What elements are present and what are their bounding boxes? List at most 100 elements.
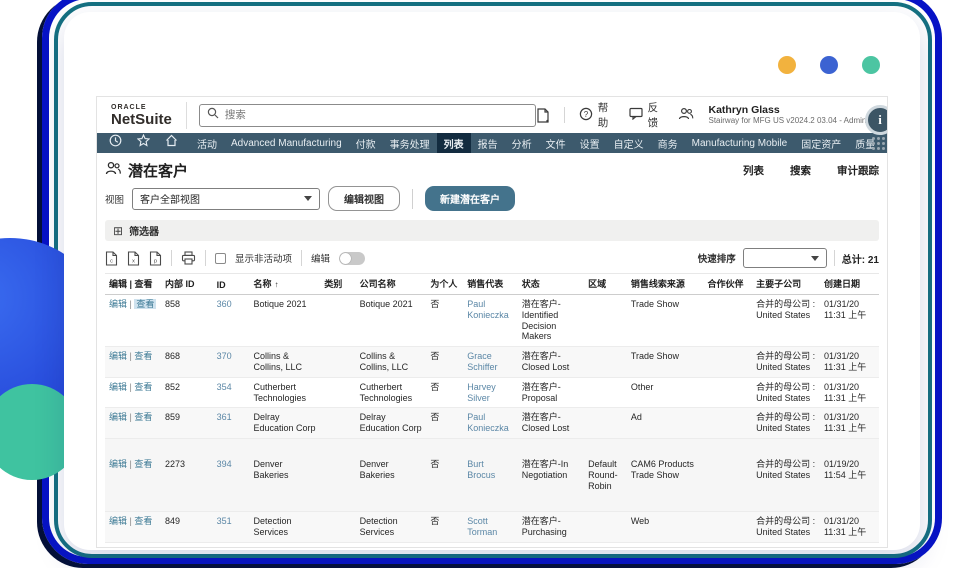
id-link[interactable]: 370 [216,351,232,362]
edit-link[interactable]: 编辑 [109,547,127,548]
user-role: Stairway for MFG US v2024.2 03.04 - Admi… [708,116,877,126]
view-link[interactable]: 查看 [134,412,153,423]
internal-id-cell: 868 [161,346,213,378]
edit-link[interactable]: 编辑 [109,458,128,469]
global-search[interactable] [198,103,536,127]
chevron-down-icon [304,196,313,201]
col-header-8[interactable]: 状态 [517,273,585,295]
quick-sort-select[interactable] [742,248,827,268]
territory-cell [584,294,627,348]
star-icon[interactable] [136,133,151,152]
excel-export-icon[interactable]: x [127,250,140,266]
filters-bar[interactable]: ⊞ 筛选器 [105,220,879,241]
edit-toggle[interactable] [339,251,366,265]
link-separator: | [127,381,135,392]
company-cell: Detection Services [355,511,427,543]
nav-item-固定资产[interactable]: 固定资产 [801,139,842,151]
partner-cell [703,542,753,547]
print-icon[interactable] [181,251,196,265]
view-link[interactable]: 查看 [134,547,152,548]
edit-link[interactable]: 编辑 [109,516,128,527]
new-lead-button[interactable]: 新建潜在客户 [425,186,516,211]
nav-item-文件[interactable]: 文件 [545,139,566,151]
id-link[interactable]: 394 [216,458,232,469]
sales-rep-link[interactable]: Burt Brocus [467,458,496,480]
edit-link[interactable]: 编辑 [109,351,128,362]
new-document-icon[interactable] [536,107,550,123]
view-select[interactable]: 客户全部视图 [132,187,321,210]
show-inactive-checkbox[interactable] [215,252,226,264]
nav-item-事务处理[interactable]: 事务处理 [389,139,430,151]
page-link-审计跟踪[interactable]: 审计跟踪 [837,165,879,177]
col-header-6[interactable]: 为个人 [426,273,464,295]
sales-rep-link[interactable]: Grace Schiffer [467,351,498,372]
page-link-搜索[interactable]: 搜索 [790,165,811,177]
id-link[interactable]: 354 [216,381,232,392]
company-cell: Delray Education Corp [355,407,427,439]
edit-link[interactable]: 编辑 [109,381,128,392]
id-link[interactable]: 345 [217,547,232,548]
id-link[interactable]: 351 [216,516,232,527]
id-link[interactable]: 360 [216,299,232,309]
subsidiary-cell: 合并的母公司 :United States [752,346,820,378]
page-link-列表[interactable]: 列表 [743,165,764,177]
drag-grip-icon[interactable] [872,137,885,150]
table-row: 编辑 | 查看 2273 394 Denver Bakeries Denver Bake… [105,438,879,513]
info-assistant-button[interactable]: i [865,105,887,135]
category-cell [320,346,356,378]
nav-item-manufacturing-mobile[interactable]: Manufacturing Mobile [691,137,788,149]
home-icon[interactable] [165,134,178,152]
view-link[interactable]: 查看 [134,516,153,527]
sales-rep-link[interactable]: Harvey Silver [467,381,496,403]
sales-rep-link[interactable]: Malin Concannon [467,547,513,548]
nav-item-质量[interactable]: 质量 [855,139,876,151]
col-header-2[interactable]: ID [212,273,250,295]
view-select-value: 客户全部视图 [140,195,201,206]
help-button[interactable]: ? 帮助 [579,100,615,130]
id-link[interactable]: 361 [216,412,232,423]
recent-icon[interactable] [109,134,122,152]
nav-item-商务[interactable]: 商务 [657,139,678,151]
col-header-5[interactable]: 公司名称 [355,273,427,295]
user-menu[interactable]: Kathryn Glass Stairway for MFG US v2024.… [708,104,877,125]
sales-rep-link[interactable]: Paul Konieczka [467,299,509,320]
table-row: 编辑 | 查看 849 351 Detection Services Detection… [105,511,879,543]
nav-item-付款[interactable]: 付款 [355,139,376,151]
col-header-7[interactable]: 销售代表 [463,273,518,295]
nav-item-advanced-manufacturing[interactable]: Advanced Manufacturing [231,137,342,149]
col-header-11[interactable]: 合作伙伴 [703,273,753,295]
edit-toggle-label: 编辑 [311,254,331,265]
col-header-4[interactable]: 类别 [320,273,356,295]
nav-item-列表[interactable]: 列表 [436,133,471,153]
edit-link[interactable]: 编辑 [109,412,128,423]
feedback-button[interactable]: 反馈 [629,100,665,130]
view-link[interactable]: 查看 [134,458,153,469]
status-cell: 潜在客户-In Negotiation [517,438,585,513]
internal-id-cell: 849 [161,511,213,543]
view-link[interactable]: 查看 [134,381,153,392]
pdf-export-icon[interactable]: p [149,250,162,266]
nav-item-分析[interactable]: 分析 [511,139,532,151]
nav-item-活动[interactable]: 活动 [197,139,217,151]
link-separator: | [127,412,135,423]
sales-rep-link[interactable]: Paul Konieczka [467,412,509,434]
view-link[interactable]: 查看 [134,299,157,309]
col-header-3[interactable]: 名称 ↑ [249,273,321,295]
col-header-10[interactable]: 销售线索来源 [626,273,704,295]
col-header-13[interactable]: 创建日期 [819,273,879,295]
col-header-9[interactable]: 区域 [584,273,627,295]
nav-item-设置[interactable]: 设置 [579,139,600,151]
col-header-0[interactable]: 编辑 | 查看 [105,273,162,295]
nav-item-自定义[interactable]: 自定义 [613,139,644,151]
col-header-1[interactable]: 内部 ID [161,273,213,295]
sales-rep-link[interactable]: Scott Torman [467,516,498,538]
nav-item-报告[interactable]: 报告 [477,139,498,151]
roles-button[interactable] [678,107,694,123]
lead-source-cell: Other [626,542,704,547]
edit-view-button[interactable]: 编辑视图 [328,186,401,211]
edit-link[interactable]: 编辑 [109,299,128,309]
search-input[interactable] [224,109,528,121]
view-link[interactable]: 查看 [134,351,153,362]
csv-export-icon[interactable]: c [105,250,118,266]
col-header-12[interactable]: 主要子公司 [752,273,820,295]
